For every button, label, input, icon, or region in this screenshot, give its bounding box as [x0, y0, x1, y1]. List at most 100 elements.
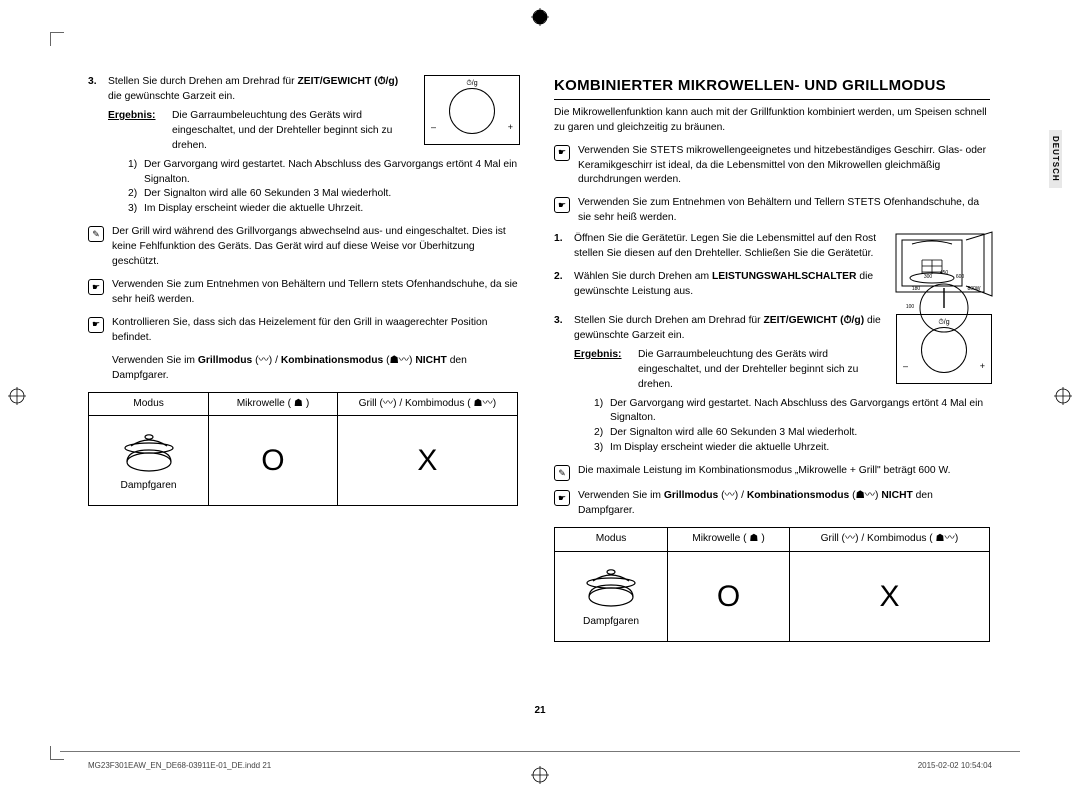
t: Verwenden Sie im — [578, 490, 664, 501]
note-item: ☛ Verwenden Sie STETS mikrowellengeeigne… — [554, 144, 990, 189]
note-text: Die maximale Leistung im Kombinationsmod… — [578, 464, 990, 481]
right-step-3: 3. Stellen Sie durch Drehen am Drehrad f… — [554, 314, 990, 393]
list-num: 3) — [594, 441, 606, 456]
svg-text:600: 600 — [956, 274, 965, 280]
t: (☗〰) — [849, 490, 881, 501]
table-cell: O — [209, 416, 338, 506]
right-column: KOMBINIERTER MIKROWELLEN- UND GRILLMODUS… — [554, 75, 990, 715]
row-label: Dampfgaren — [561, 615, 661, 630]
t: (〰) / — [718, 490, 747, 501]
table-header: Mikrowelle ( ☗ ) — [668, 528, 790, 552]
mode-table: Modus Mikrowelle ( ☗ ) Grill (〰) / Kombi… — [88, 392, 518, 507]
text: Öffnen Sie die Gerätetür. Legen Sie die … — [574, 233, 876, 259]
note-text: Verwenden Sie STETS mikrowellengeeignete… — [578, 144, 990, 189]
note-item: ✎ Die maximale Leistung im Kombinationsm… — [554, 464, 990, 481]
t: NICHT — [881, 490, 912, 501]
note-text: Kontrollieren Sie, dass sich das Heizele… — [112, 316, 518, 346]
table-cell: Dampfgaren — [555, 551, 668, 641]
section-heading: KOMBINIERTER MIKROWELLEN- UND GRILLMODUS — [554, 75, 990, 100]
plus-icon: + — [980, 360, 985, 373]
note-item: Verwenden Sie im Grillmodus (〰) / Kombin… — [88, 354, 518, 384]
list-item: Im Display erscheint wieder die aktuelle… — [144, 202, 363, 217]
text: Wählen Sie durch Drehen am — [574, 271, 709, 282]
reg-mark-bottom — [531, 766, 549, 784]
step-number: 3. — [554, 314, 568, 393]
t: Verwenden Sie im — [112, 355, 198, 366]
intro-text: Die Mikrowellenfunktion kann auch mit de… — [554, 106, 990, 136]
result-text: Die Garraumbeleuchtung des Geräts wird e… — [638, 348, 882, 393]
footer-timestamp: 2015-02-02 10:54:04 — [918, 761, 992, 770]
page-content: 3. Stellen Sie durch Drehen am Drehrad f… — [88, 75, 992, 715]
step-number: 2. — [554, 270, 568, 300]
bold: ZEIT/GEWICHT (⏱/g) — [763, 315, 864, 326]
svg-text:300: 300 — [924, 274, 933, 280]
table-cell: X — [789, 551, 989, 641]
note-item: ☛ Kontrollieren Sie, dass sich das Heize… — [88, 316, 518, 346]
list-num: 2) — [594, 426, 606, 441]
list-num: 1) — [128, 158, 140, 188]
crop-mark-bl — [50, 746, 64, 760]
table-row: Dampfgaren O X — [89, 416, 518, 506]
table-header: Modus — [555, 528, 668, 552]
result-label: Ergebnis: — [108, 109, 164, 154]
t: (☗〰) — [383, 355, 412, 366]
steamer-pot-icon — [581, 563, 641, 609]
list-num: 1) — [594, 397, 606, 427]
text: die gewünschte Garzeit ein. — [108, 91, 235, 102]
right-step-2: 2. Wählen Sie durch Drehen am LEISTUNGSW… — [554, 270, 990, 300]
table-cell: Dampfgaren — [89, 416, 209, 506]
table-row: Modus Mikrowelle ( ☗ ) Grill (〰) / Kombi… — [555, 528, 990, 552]
page-number: 21 — [534, 705, 545, 716]
t: Grillmodus — [664, 490, 718, 501]
list-num: 2) — [128, 187, 140, 202]
table-header: Grill (〰) / Kombimodus ( ☗〰) — [337, 392, 517, 416]
svg-text:100: 100 — [906, 304, 915, 310]
steamer-pot-icon — [119, 428, 179, 474]
glove-icon: ☛ — [88, 279, 104, 295]
result-numbered-list: 1)Der Garvorgang wird gestartet. Nach Ab… — [594, 397, 990, 457]
t: (〰) / — [252, 355, 281, 366]
time-weight-dial-icon: ⏱/g – + — [424, 75, 520, 145]
t: Kombinationsmodus — [747, 490, 849, 501]
result-text: Die Garraumbeleuchtung des Geräts wird e… — [172, 109, 410, 154]
result-numbered-list: 1)Der Garvorgang wird gestartet. Nach Ab… — [128, 158, 518, 218]
list-item: Der Signalton wird alle 60 Sekunden 3 Ma… — [144, 187, 391, 202]
note-item: ✎ Der Grill wird während des Grillvorgan… — [88, 225, 518, 270]
note-item: ☛ Verwenden Sie im Grillmodus (〰) / Komb… — [554, 489, 990, 519]
note-text: Verwenden Sie zum Entnehmen von Behälter… — [578, 196, 990, 226]
minus-icon: – — [903, 360, 908, 373]
reg-mark-left — [8, 387, 26, 405]
text: Stellen Sie durch Drehen am Drehrad für — [574, 315, 763, 326]
step-number: 3. — [88, 75, 102, 154]
reg-mark-right — [1054, 387, 1072, 405]
list-item: Der Signalton wird alle 60 Sekunden 3 Ma… — [610, 426, 857, 441]
table-row: Dampfgaren O X — [555, 551, 990, 641]
time-weight-dial-icon: ⏱/g – + — [896, 314, 992, 384]
bold: LEISTUNGSWAHLSCHALTER — [712, 271, 857, 282]
note-text: Verwenden Sie zum Entnehmen von Behälter… — [112, 278, 518, 308]
note-text: Der Grill wird während des Grillvorgangs… — [112, 225, 518, 270]
table-row: Modus Mikrowelle ( ☗ ) Grill (〰) / Kombi… — [89, 392, 518, 416]
crop-mark-tl — [50, 32, 64, 46]
t: NICHT — [415, 355, 446, 366]
glove-icon: ☛ — [88, 317, 104, 333]
note-icon: ✎ — [88, 226, 104, 242]
left-column: 3. Stellen Sie durch Drehen am Drehrad f… — [88, 75, 518, 715]
table-cell: O — [668, 551, 790, 641]
plus-icon: + — [508, 121, 513, 134]
footer-rule — [60, 751, 1020, 752]
minus-icon: – — [431, 121, 436, 134]
t: Kombinationsmodus — [281, 355, 383, 366]
glove-icon: ☛ — [554, 197, 570, 213]
right-step-1: 1. Öffnen Sie die Gerätetür. Legen Sie d… — [554, 232, 990, 262]
svg-text:800W: 800W — [967, 286, 980, 292]
bold: ZEIT/GEWICHT (⏱/g) — [297, 76, 398, 87]
footer-filename: MG23F301EAW_EN_DE68-03911E-01_DE.indd 21 — [88, 761, 271, 770]
list-num: 3) — [128, 202, 140, 217]
svg-text:450: 450 — [940, 270, 949, 276]
table-header: Modus — [89, 392, 209, 416]
row-label: Dampfgaren — [95, 479, 202, 494]
note-text: Verwenden Sie im Grillmodus (〰) / Kombin… — [578, 489, 990, 519]
table-header: Mikrowelle ( ☗ ) — [209, 392, 338, 416]
list-item: Der Garvorgang wird gestartet. Nach Absc… — [144, 158, 518, 188]
